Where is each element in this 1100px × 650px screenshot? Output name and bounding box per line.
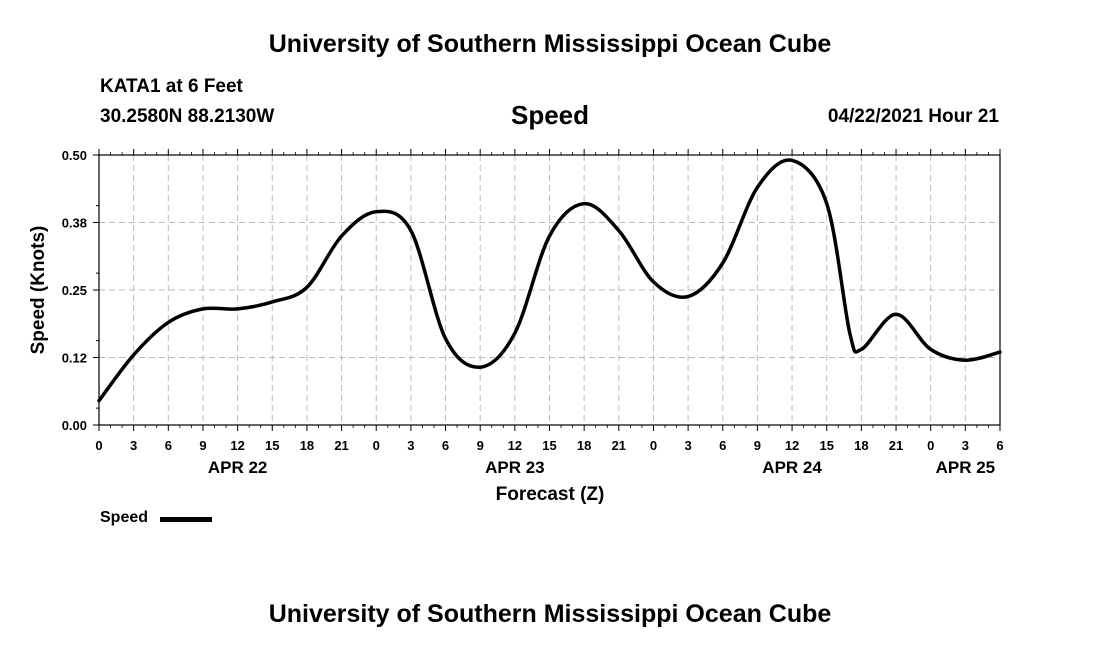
x-tick-label: 18	[854, 438, 868, 453]
x-tick-label: 0	[650, 438, 657, 453]
x-tick-label: 6	[719, 438, 726, 453]
x-tick-label: 6	[996, 438, 1003, 453]
x-tick-label: 21	[612, 438, 626, 453]
station-label: KATA1 at 6 Feet	[100, 76, 243, 97]
chart-title-top: University of Southern Mississippi Ocean…	[268, 30, 832, 58]
x-tick-label: 18	[300, 438, 314, 453]
grid-lines	[99, 155, 1000, 425]
x-tick-label: 9	[199, 438, 206, 453]
x-tick-label: 3	[684, 438, 691, 453]
y-tick-label: 0.50	[62, 148, 87, 163]
plot-frame	[98, 154, 1001, 426]
date-label: APR 25	[936, 458, 996, 477]
station-coordinates: 30.2580N 88.2130W	[100, 106, 275, 127]
y-tick-label: 0.38	[62, 216, 87, 231]
x-tick-label: 15	[265, 438, 279, 453]
x-tick-label: 12	[230, 438, 244, 453]
x-tick-label: 6	[442, 438, 449, 453]
x-tick-label: 0	[373, 438, 380, 453]
x-tick-label: 21	[334, 438, 348, 453]
x-tick-label: 21	[889, 438, 903, 453]
date-label: APR 24	[762, 458, 822, 477]
x-tick-label: 12	[508, 438, 522, 453]
speed-series-line	[97, 158, 1002, 403]
date-label: APR 23	[485, 458, 545, 477]
x-tick-label: 6	[165, 438, 172, 453]
x-tick-label: 15	[819, 438, 833, 453]
chart-title-bottom: University of Southern Mississippi Ocean…	[268, 600, 832, 628]
legend-label: Speed	[100, 509, 149, 526]
x-tick-label: 9	[754, 438, 761, 453]
legend-line-swatch	[160, 517, 212, 522]
variable-title: Speed	[510, 100, 590, 130]
y-axis-title: Speed (Knots)	[28, 226, 49, 355]
date-label: APR 22	[208, 458, 268, 477]
x-tick-label: 18	[577, 438, 591, 453]
x-tick-label: 0	[95, 438, 102, 453]
x-tick-label: 3	[962, 438, 969, 453]
x-tick-label: 3	[130, 438, 137, 453]
y-axis-ticks: 0.00 0.12 0.25 0.38 0.50	[62, 148, 99, 433]
x-axis-title: Forecast (Z)	[496, 484, 605, 505]
y-tick-label: 0.25	[62, 283, 87, 298]
x-tick-label: 12	[785, 438, 799, 453]
issued-timestamp: 04/22/2021 Hour 21	[827, 106, 999, 127]
x-axis-ticks: 0 3 6 9 12 15 18 21 0 3 6 9 12 15 18 21 0 3 6 9 12 15 18 21 0 3 6	[95, 149, 1004, 453]
x-tick-label: 9	[477, 438, 484, 453]
date-labels: APR 22 APR 23 APR 24 APR 25	[208, 458, 995, 477]
y-tick-label: 0.12	[62, 351, 87, 366]
x-tick-label: 15	[542, 438, 556, 453]
y-tick-label: 0.00	[62, 418, 87, 433]
x-tick-label: 3	[407, 438, 414, 453]
x-tick-label: 0	[927, 438, 934, 453]
